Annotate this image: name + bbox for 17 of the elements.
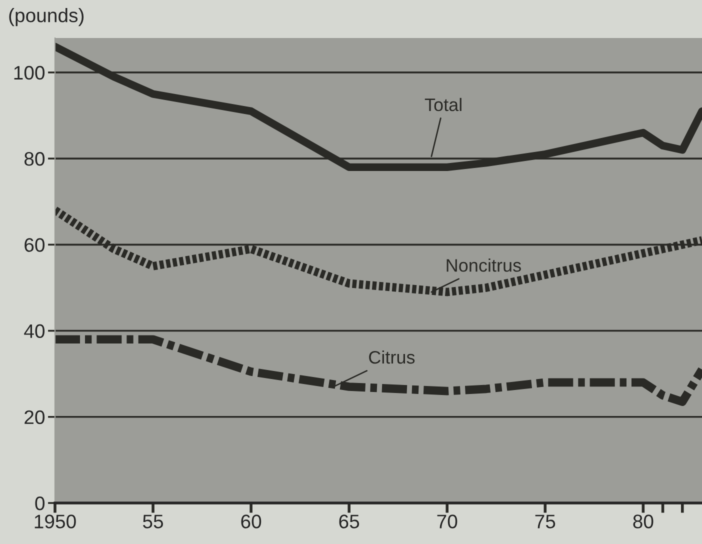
x-tick-label: 60 xyxy=(241,514,262,528)
x-tick-label: 65 xyxy=(339,514,360,528)
x-tick-label: 80 xyxy=(633,514,654,528)
y-tick-label: 20 xyxy=(24,410,45,424)
y-tick-label: 40 xyxy=(24,324,45,338)
y-tick-label: 80 xyxy=(24,152,45,166)
x-tick-label: 55 xyxy=(142,514,164,528)
y-axis-title: (pounds) xyxy=(9,8,84,26)
y-tick-label: 60 xyxy=(24,238,45,252)
series-label: Citrus xyxy=(369,350,415,364)
series-label: Noncitrus xyxy=(446,258,521,272)
x-tick-label: 1950 xyxy=(34,514,76,528)
x-tick-label: 70 xyxy=(437,514,458,528)
y-tick-label: 100 xyxy=(14,66,45,80)
text: Total xyxy=(424,98,462,112)
y-tick-label: 0 xyxy=(35,496,45,510)
x-tick-label: 75 xyxy=(535,514,556,528)
